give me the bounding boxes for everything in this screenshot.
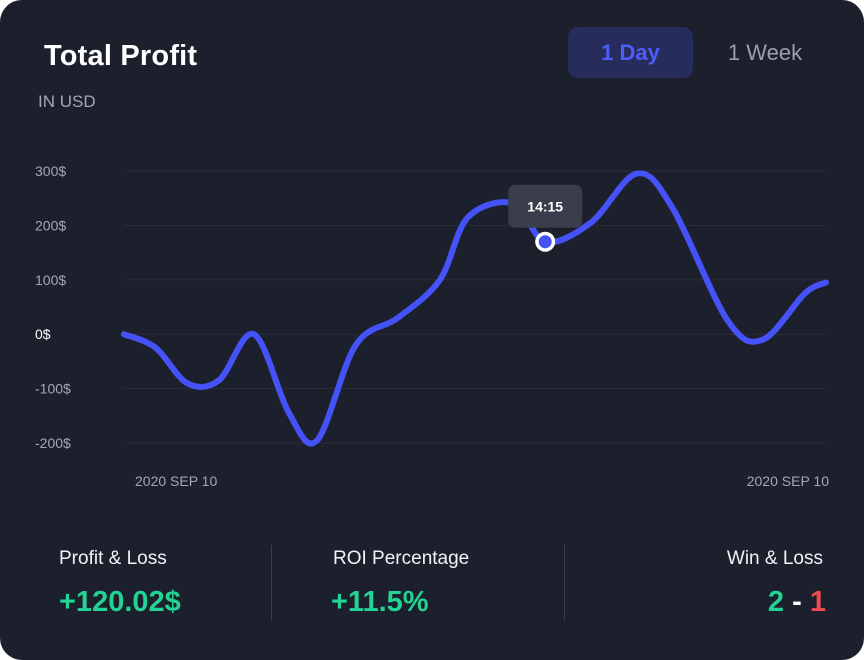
y-tick-label: 0$ [35,326,51,342]
wins-count: 2 [767,586,785,618]
tooltip-box [508,184,583,228]
highlight-point [538,235,552,249]
win-loss-label: Win & Loss [726,548,823,569]
profit-loss-label: Profit & Loss [59,548,167,569]
y-tick-label: -100$ [35,381,71,397]
y-tick-label: 300$ [35,163,66,179]
y-tick-label: -200$ [35,435,71,451]
stats-row: Profit & Loss +120.02$ ROI Percentage +1… [0,540,864,630]
chart-title: Total Profit [44,40,198,72]
x-start-label: 2020 SEP 10 [135,473,217,489]
x-end-label: 2020 SEP 10 [747,473,829,489]
y-tick-label: 100$ [35,272,66,288]
roi-value: +11.5% [331,586,429,618]
timeframe-1-week-button[interactable]: 1 Week [727,40,803,65]
profit-loss-value: +120.02$ [59,586,181,618]
y-tick-label: 200$ [35,217,66,233]
timeframe-1-day-button[interactable]: 1 Day [568,27,693,78]
losses-count: 1 [809,586,826,618]
chart-subtitle: IN USD [38,92,96,111]
profit-line-chart: 300$ 200$ 100$ 0$ -100$ -200$ 2020 SEP 10 2020 … [35,163,829,489]
win-loss-separator: - [792,586,802,618]
stats-divider [564,545,565,621]
profit-series-line [121,170,829,447]
roi-label: ROI Percentage [333,548,470,569]
tooltip-time-label: 14:15 [527,199,563,215]
stats-divider [271,545,272,621]
win-loss-value: 2 - 1 [768,586,826,619]
